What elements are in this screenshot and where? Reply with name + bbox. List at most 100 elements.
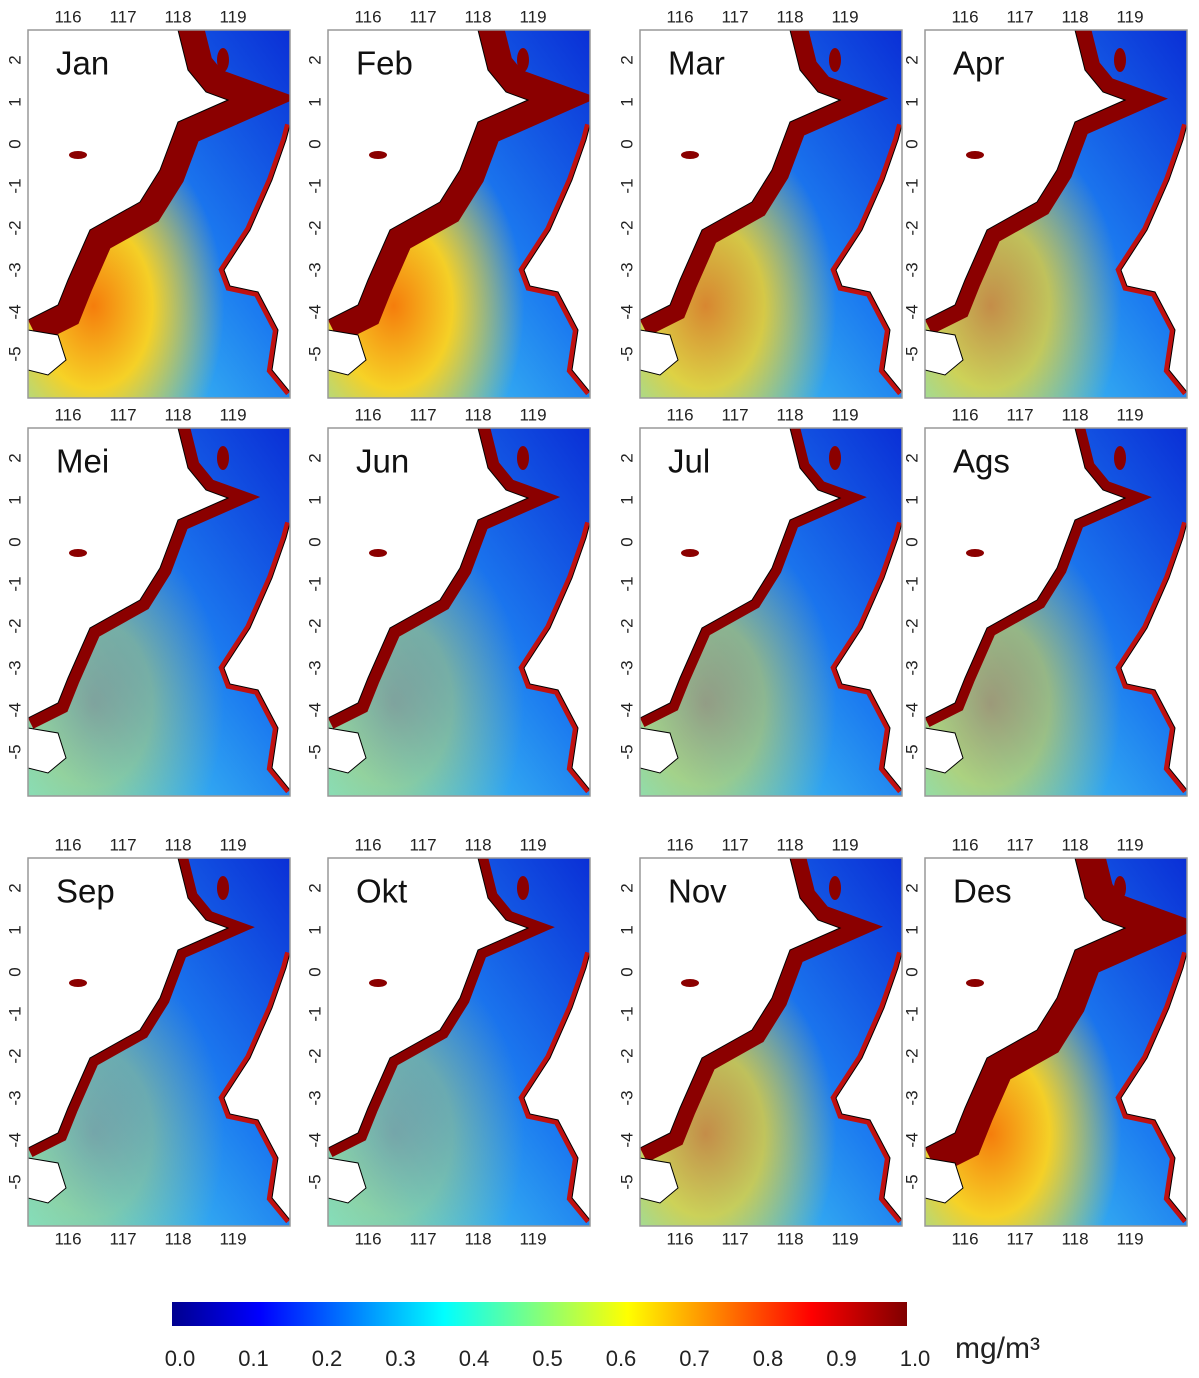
land: [925, 30, 1127, 321]
lat-tick-label: 0: [617, 139, 636, 148]
colorbar-tick-label: 0.9: [826, 1346, 857, 1371]
lon-tick-label: 119: [219, 405, 246, 424]
lon-tick-label: 117: [109, 1229, 136, 1248]
lat-tick-label: -3: [5, 262, 24, 277]
lat-tick-label: 1: [5, 97, 24, 106]
lon-tick-label: 116: [666, 7, 693, 26]
lat-tick-label: 2: [305, 453, 324, 462]
lat-tick-label: -2: [617, 1048, 636, 1063]
lat-tick-label: -5: [617, 346, 636, 361]
month-label: Jun: [356, 443, 409, 480]
lon-tick-label: 116: [951, 835, 978, 854]
lon-tick-label: 117: [1006, 405, 1033, 424]
land: [523, 952, 590, 1221]
lat-tick-label: -3: [902, 660, 921, 675]
lat-tick-label: 2: [5, 883, 24, 892]
lon-tick-label: 117: [409, 1229, 436, 1248]
land: [835, 522, 902, 791]
land: [1120, 124, 1187, 393]
lat-tick-label: -1: [305, 1006, 324, 1021]
lat-tick-label: -2: [617, 618, 636, 633]
lat-tick-label: -4: [902, 702, 921, 717]
lon-tick-label: 116: [354, 1229, 381, 1248]
lat-tick-label: -4: [617, 702, 636, 717]
land: [223, 952, 290, 1221]
land: [223, 124, 290, 393]
lat-tick-label: -5: [902, 744, 921, 759]
month-label: Des: [953, 873, 1012, 910]
land: [328, 329, 367, 376]
month-label: Jan: [56, 45, 109, 82]
lat-tick-label: -4: [5, 1132, 24, 1147]
colorbar-tick-label: 0.4: [459, 1346, 490, 1371]
month-label: Ags: [953, 443, 1010, 480]
island: [369, 151, 387, 159]
land: [328, 428, 530, 719]
lat-tick-label: 0: [305, 537, 324, 546]
month-label: Okt: [356, 873, 407, 910]
land: [28, 329, 67, 376]
land: [1120, 952, 1187, 1221]
lon-tick-label: 118: [1061, 7, 1088, 26]
lat-tick-label: -4: [5, 702, 24, 717]
lon-tick-label: 118: [464, 405, 491, 424]
land: [925, 428, 1127, 719]
lat-tick-label: -3: [902, 262, 921, 277]
lat-tick-label: 1: [5, 925, 24, 934]
lon-tick-label: 116: [951, 1229, 978, 1248]
map-panel: Mar 116 117 118 119 2 1 0 -1 -2 -3 -4 -5: [617, 7, 903, 399]
map-panel: Sep 116 116 117 117 118 118 119 119 2 1 0 -1 -2 -3 -4 -5: [5, 835, 291, 1248]
lat-tick-label: -2: [617, 220, 636, 235]
island: [966, 549, 984, 557]
map-panel: Des 116 116 117 117 118 118 119 119 2 1 0 -1 -2 -3 -4 -5: [902, 835, 1188, 1248]
lat-tick-label: -1: [305, 576, 324, 591]
map-panel: Nov 116 116 117 117 118 118 119 119 2 1 0 -1 -2 -3 -4 -5: [617, 835, 903, 1248]
lat-tick-label: 1: [902, 925, 921, 934]
lon-tick-label: 119: [831, 405, 858, 424]
map-panel: Jun 116 117 118 119 2 1 0 -1 -2 -3 -4 -5: [305, 405, 591, 797]
lon-tick-label: 116: [54, 7, 81, 26]
colorbar-tick-label: 0.5: [532, 1346, 563, 1371]
panel-border: [924, 29, 1188, 399]
lon-tick-label: 117: [109, 405, 136, 424]
land: [523, 124, 590, 393]
lat-tick-label: 0: [902, 967, 921, 976]
island: [1114, 446, 1126, 470]
lon-tick-label: 119: [219, 1229, 246, 1248]
land: [328, 1157, 367, 1204]
lat-tick-label: -2: [5, 618, 24, 633]
panel-border: [924, 427, 1188, 797]
lon-tick-label: 117: [721, 835, 748, 854]
island: [681, 151, 699, 159]
lat-tick-label: -3: [305, 262, 324, 277]
lon-tick-label: 116: [354, 7, 381, 26]
lat-tick-label: -4: [305, 1132, 324, 1147]
island: [217, 876, 229, 900]
island: [369, 979, 387, 987]
lon-tick-label: 119: [519, 835, 546, 854]
lon-tick-label: 119: [831, 7, 858, 26]
lon-tick-label: 116: [354, 405, 381, 424]
land: [835, 952, 902, 1221]
month-label: Mei: [56, 443, 109, 480]
island: [369, 549, 387, 557]
lon-tick-label: 116: [54, 405, 81, 424]
colorbar-tick-label: 0.1: [238, 1346, 269, 1371]
lat-tick-label: -2: [305, 220, 324, 235]
map-panel: Apr 116 117 118 119 2 1 0 -1 -2 -3 -4 -5: [902, 7, 1188, 399]
lat-tick-label: 1: [305, 495, 324, 504]
land: [925, 858, 1127, 1149]
lat-tick-label: -1: [617, 576, 636, 591]
panel-border: [327, 857, 591, 1227]
lat-tick-label: 2: [5, 453, 24, 462]
map-panel: Okt 116 116 117 117 118 118 119 119 2 1 0 -1 -2 -3 -4 -5: [305, 835, 591, 1248]
lon-tick-label: 118: [464, 1229, 491, 1248]
island: [217, 446, 229, 470]
lat-tick-label: -3: [617, 660, 636, 675]
panel-border: [639, 29, 903, 399]
lat-tick-label: -4: [305, 702, 324, 717]
colorbar-tick-label: 0.6: [606, 1346, 637, 1371]
lon-tick-label: 117: [721, 7, 748, 26]
island: [829, 446, 841, 470]
land: [523, 522, 590, 791]
